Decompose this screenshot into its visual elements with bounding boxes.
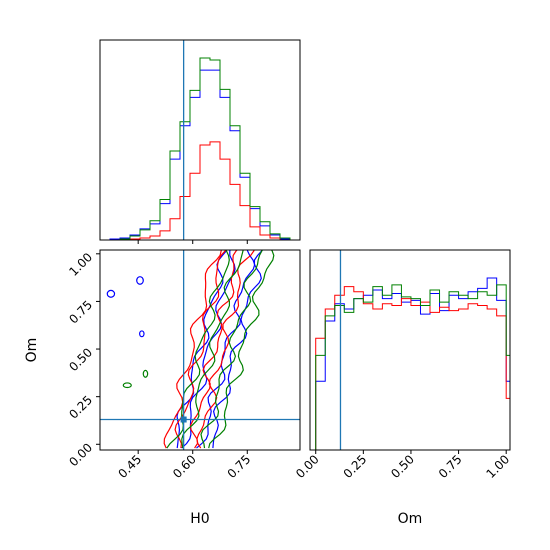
contour-series-2-level-0-edge-1 bbox=[200, 250, 263, 449]
hist-om-frame bbox=[309, 249, 511, 451]
contour-series-2-level-1-edge-0 bbox=[166, 250, 230, 449]
hist-h0-ticks bbox=[137, 240, 248, 244]
contour-island-0 bbox=[106, 289, 116, 298]
contour-island-1 bbox=[136, 276, 144, 285]
hist-h0-series-0 bbox=[100, 69, 300, 240]
panel-hist-h0 bbox=[99, 39, 301, 244]
contour-series-0-level-1-edge-1 bbox=[212, 250, 264, 449]
hist-om-series-1 bbox=[310, 286, 510, 450]
contour-series-1-level-1-edge-1 bbox=[196, 250, 255, 449]
contour-island-4 bbox=[142, 369, 149, 378]
hist-h0-series bbox=[100, 57, 300, 240]
contour-series-0-level-0-edge-1 bbox=[196, 250, 256, 449]
contour-series-1-level-1-edge-0 bbox=[163, 250, 222, 449]
contour-series-1-level-0-edge-1 bbox=[189, 250, 239, 449]
hist-om-series bbox=[310, 277, 510, 450]
y-axis-label-om: Om bbox=[24, 338, 40, 363]
contour-island-2 bbox=[139, 330, 145, 338]
hist-h0-frame bbox=[99, 39, 301, 241]
truth-point bbox=[180, 416, 187, 423]
contour-series-2-level-1-edge-1 bbox=[208, 250, 275, 449]
contour-series-2-level-0-edge-0 bbox=[181, 250, 244, 449]
contour-frame bbox=[99, 249, 301, 451]
contour-series-0-level-0-edge-0 bbox=[181, 250, 236, 449]
hist-om-series-2 bbox=[310, 284, 510, 450]
contour-island-3 bbox=[122, 382, 132, 389]
x-axis-label-h0: H0 bbox=[190, 511, 209, 527]
hist-h0-series-1 bbox=[100, 141, 300, 240]
hist-h0-series-2 bbox=[100, 57, 300, 240]
x-axis-label-om: Om bbox=[398, 511, 423, 527]
